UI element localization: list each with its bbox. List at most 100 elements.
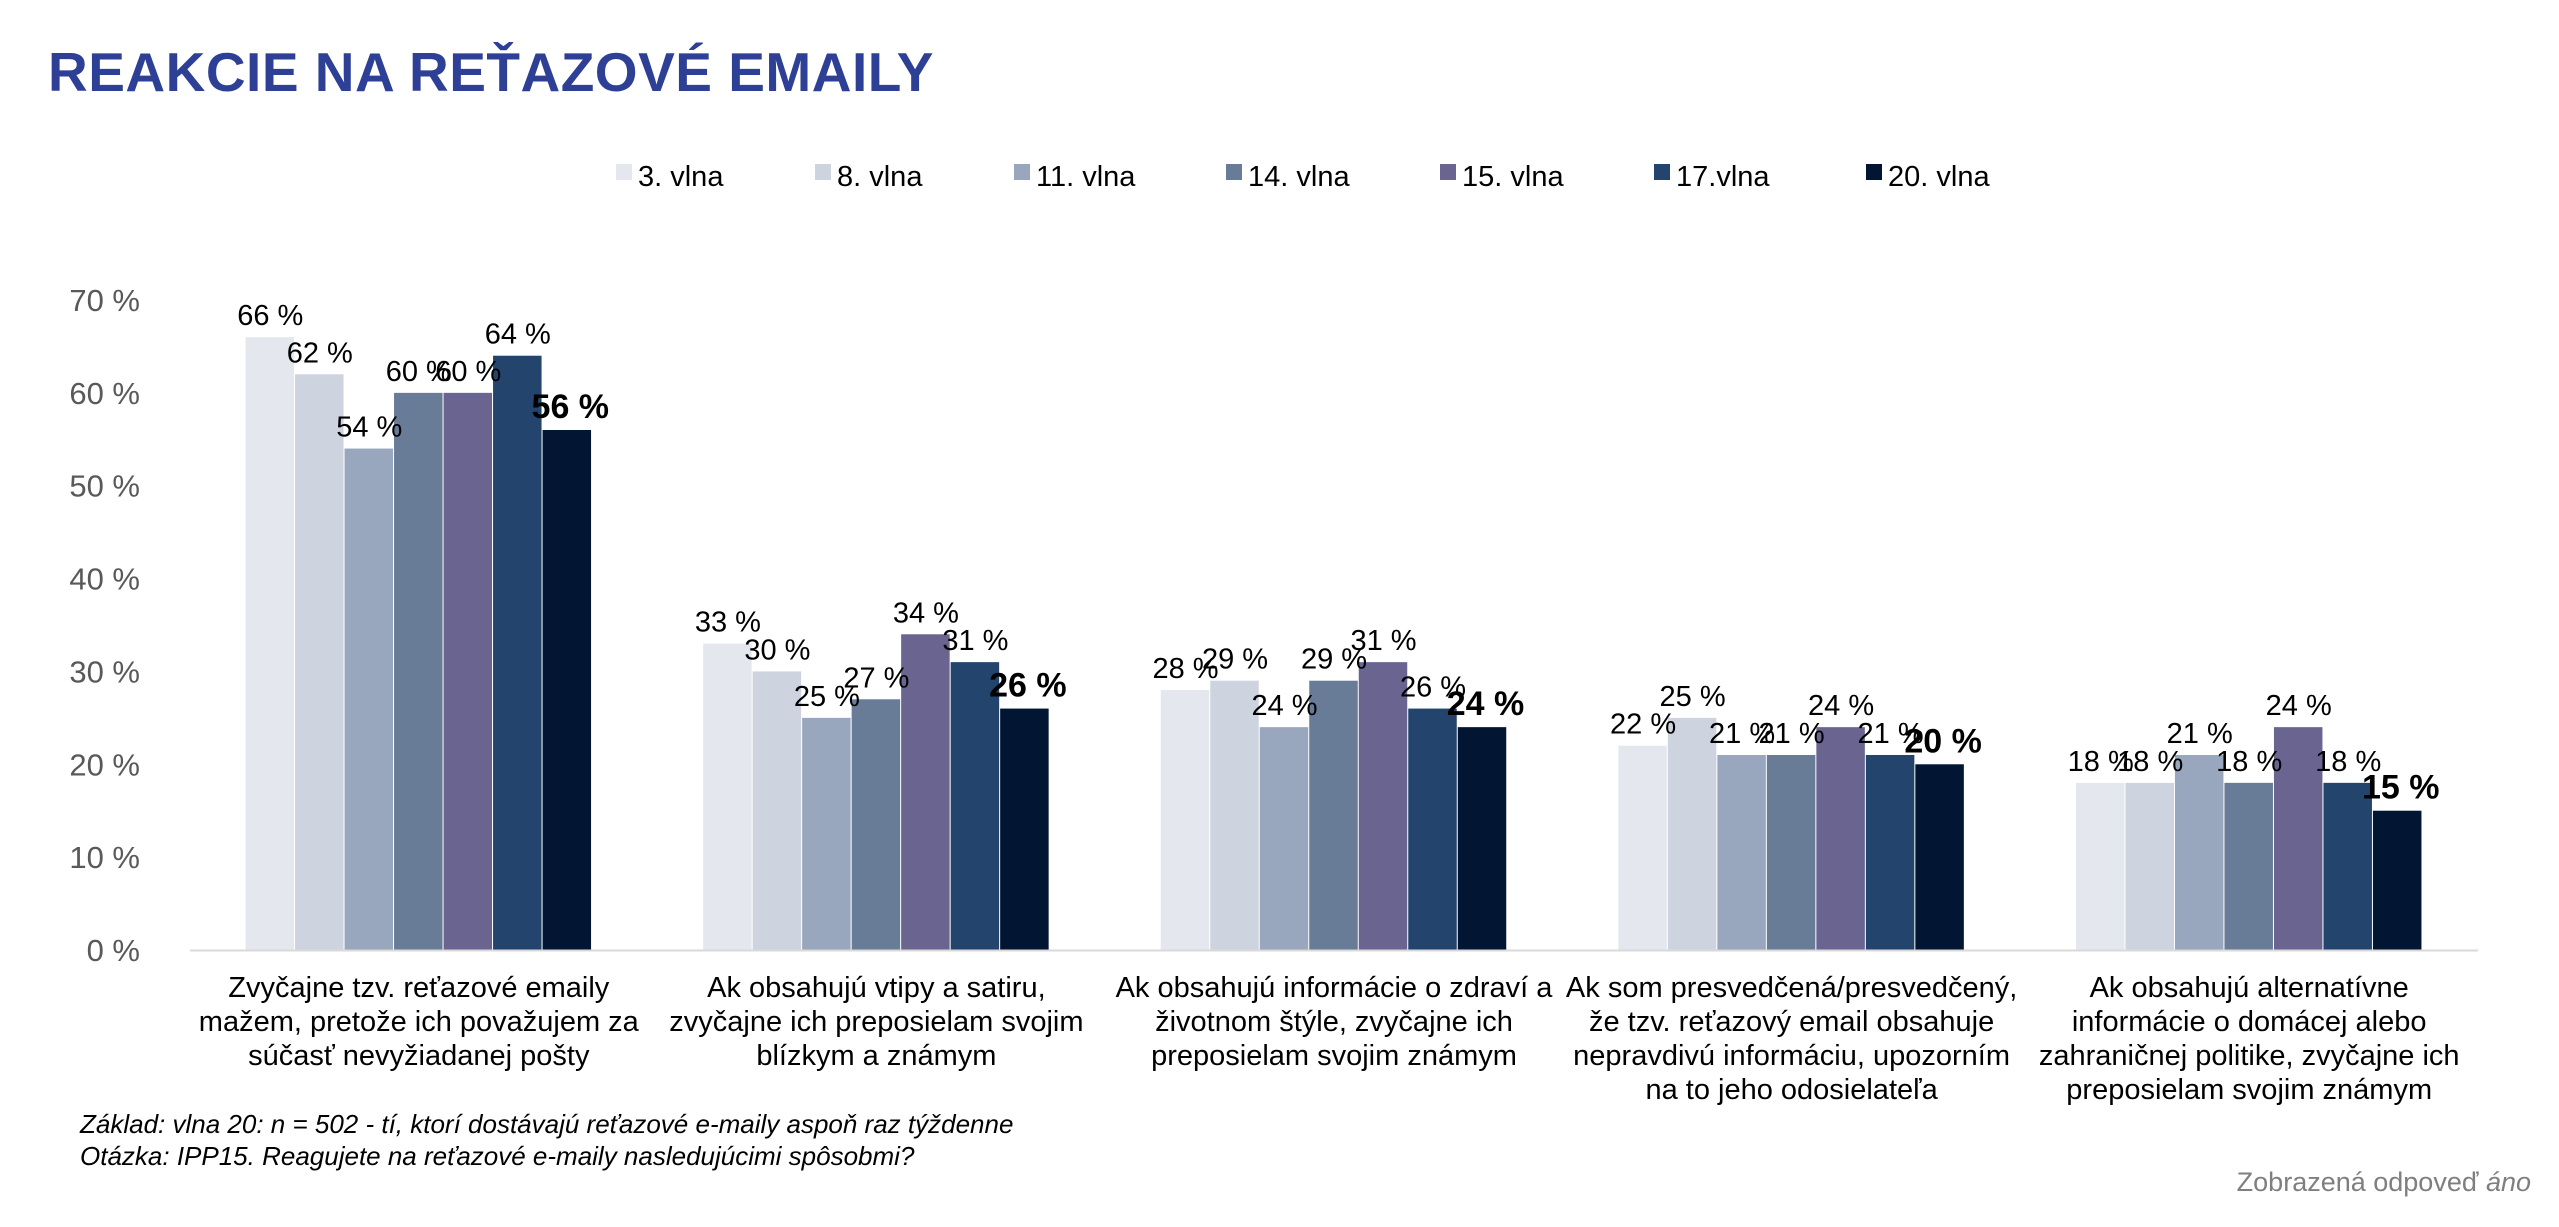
legend-label: 15. vlna — [1462, 161, 1564, 193]
data-label: 31 % — [942, 625, 1008, 657]
y-tick-label: 70 % — [69, 283, 140, 318]
data-label: 27 % — [843, 662, 909, 694]
data-label: 56 % — [532, 388, 610, 426]
bar — [2323, 782, 2372, 950]
data-label: 24 % — [1808, 690, 1874, 722]
data-label: 24 % — [2266, 690, 2332, 722]
bar — [1865, 755, 1915, 950]
data-label: 18 % — [2216, 746, 2282, 778]
data-label: 24 % — [1447, 685, 1525, 723]
legend-label: 14. vlna — [1248, 161, 1350, 193]
data-label: 54 % — [336, 412, 402, 444]
y-tick-label: 30 % — [69, 654, 140, 689]
bar — [802, 717, 851, 950]
data-labels: 66 % 62 % 54 % 60 %60 % 64 % 56 % 33 %30 % 25 %… — [237, 300, 2439, 807]
bar — [2372, 810, 2422, 950]
data-label: 31 % — [1350, 625, 1416, 657]
bar — [1259, 727, 1309, 950]
data-label: 18 % — [2117, 746, 2183, 778]
bar — [1816, 727, 1865, 950]
answer-note-prefix: Zobrazená odpoveď — [2236, 1167, 2486, 1197]
data-label: 22 % — [1610, 709, 1676, 741]
answer-note-value: áno — [2485, 1167, 2531, 1197]
legend-label: 3. vlna — [638, 161, 724, 193]
bar — [295, 374, 344, 950]
data-label: 62 % — [287, 337, 353, 369]
data-label: 18 % — [2315, 746, 2381, 778]
bar — [950, 662, 1000, 950]
x-category-label: Ak obsahujú alternatívne informácie o dom… — [2039, 972, 2460, 1106]
bar — [1915, 764, 1964, 950]
bar — [2273, 727, 2323, 950]
legend-swatch — [1440, 164, 1456, 180]
data-label: 60 % — [386, 356, 452, 388]
legend-swatch — [815, 164, 831, 180]
bar — [542, 430, 592, 950]
legend-swatch — [1866, 164, 1882, 180]
data-label: 34 % — [893, 597, 959, 629]
bar — [1766, 755, 1816, 950]
data-label: 60 % — [435, 356, 501, 388]
x-category-label: Ak som presvedčená/presvedčený, že tzv. r… — [1566, 972, 2017, 1106]
data-label: 25 % — [794, 681, 860, 713]
legend: 3. vlna 8. vlna 11. vlna 14. vlna 15. vlna 17… — [616, 161, 1990, 193]
bar — [1210, 680, 1259, 950]
bar — [752, 671, 802, 950]
bar — [1457, 727, 1507, 950]
data-label: 29 % — [1301, 644, 1367, 676]
data-label: 26 % — [989, 667, 1067, 705]
bar — [1667, 717, 1717, 950]
y-tick-label: 60 % — [69, 376, 140, 411]
x-category-label: Ak obsahujú vtipy a satiru, zvyčajne ich … — [669, 972, 1083, 1072]
bar — [2224, 782, 2273, 950]
bar — [443, 392, 493, 950]
chart-title: REAKCIE NA REŤAZOVÉ EMAILY — [48, 41, 934, 103]
data-label: 21 % — [1709, 718, 1775, 750]
data-label: 26 % — [1400, 672, 1466, 704]
bar — [1408, 708, 1457, 950]
data-label: 25 % — [1660, 681, 1726, 713]
data-label: 64 % — [485, 319, 551, 351]
legend-label: 20. vlna — [1888, 161, 1990, 193]
bar — [901, 634, 950, 950]
data-label: 21 % — [1858, 718, 1924, 750]
y-tick-label: 10 % — [69, 840, 140, 875]
bar — [493, 355, 542, 950]
y-tick-label: 50 % — [69, 469, 140, 504]
data-label: 66 % — [237, 300, 303, 332]
bar — [1000, 708, 1049, 950]
x-axis: Zvyčajne tzv. reťazové emaily mažem, pret… — [199, 972, 2460, 1106]
x-category-label: Ak obsahujú informácie o zdraví a životno… — [1116, 972, 1554, 1072]
data-label: 30 % — [744, 634, 810, 666]
legend-label: 11. vlna — [1036, 161, 1136, 193]
data-label: 29 % — [1202, 644, 1268, 676]
y-tick-label: 40 % — [69, 562, 140, 597]
data-label: 20 % — [1904, 722, 1982, 760]
data-label: 21 % — [2167, 718, 2233, 750]
legend-swatch — [1014, 164, 1030, 180]
x-category-label: Zvyčajne tzv. reťazové emaily mažem, pret… — [199, 972, 640, 1072]
bar — [2075, 782, 2125, 950]
y-tick-label: 20 % — [69, 747, 140, 782]
data-label: 24 % — [1251, 690, 1317, 722]
bar — [1160, 690, 1210, 950]
bar — [344, 448, 394, 950]
data-label: 33 % — [695, 607, 761, 639]
bar — [851, 699, 901, 950]
legend-label: 17.vlna — [1676, 161, 1770, 193]
bar — [1717, 755, 1766, 950]
legend-swatch — [1654, 164, 1670, 180]
y-axis: 0 % 10 % 20 % 30 % 40 % 50 % 60 % 70 % — [69, 283, 140, 968]
bar — [1309, 680, 1358, 950]
footnote-question: Otázka: IPP15. Reagujete na reťazové e-m… — [80, 1141, 915, 1171]
data-label: 15 % — [2362, 769, 2440, 807]
legend-label: 8. vlna — [837, 161, 923, 193]
answer-note: Zobrazená odpoveď áno — [2237, 1167, 2531, 1198]
bars — [245, 337, 2422, 951]
bar — [245, 337, 295, 951]
bar — [2125, 782, 2174, 950]
data-label: 21 % — [1759, 718, 1825, 750]
bar — [2174, 755, 2224, 950]
footnote: Základ: vlna 20: n = 502 - tí, ktorí dos… — [80, 1108, 1013, 1172]
